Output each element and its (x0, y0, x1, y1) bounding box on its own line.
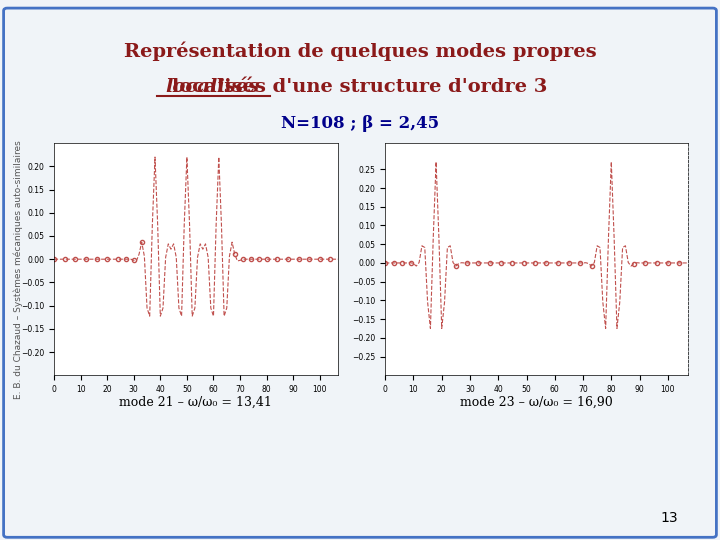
Text: 13: 13 (661, 511, 678, 525)
Text: Représentation de quelques modes propres: Représentation de quelques modes propres (124, 42, 596, 61)
Text: mode 23 – ω/ω₀ = 16,90: mode 23 – ω/ω₀ = 16,90 (460, 396, 613, 409)
Text: E. B. du Chazaud – Systèmes mécaniques auto-similaires: E. B. du Chazaud – Systèmes mécaniques a… (13, 140, 23, 400)
Text: localisés: localisés (166, 78, 259, 97)
Text: localisés d'une structure d'ordre 3: localisés d'une structure d'ordre 3 (172, 78, 548, 97)
Text: mode 21 – ω/ω₀ = 13,41: mode 21 – ω/ω₀ = 13,41 (120, 396, 272, 409)
Text: N=108 ; β = 2,45: N=108 ; β = 2,45 (281, 114, 439, 132)
